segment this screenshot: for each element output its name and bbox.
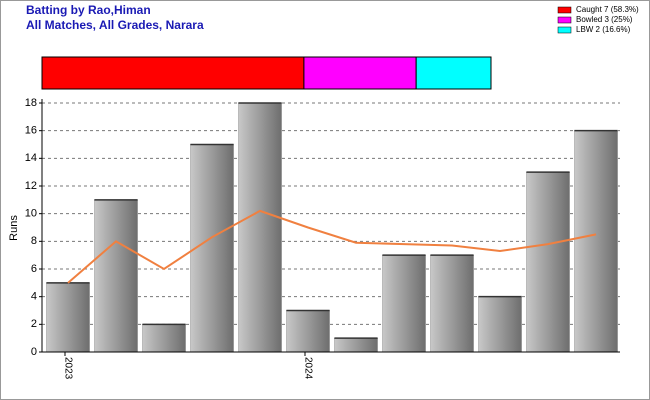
y-axis-label: Runs: [8, 215, 20, 241]
bar: [526, 171, 570, 353]
bar: [478, 296, 522, 353]
y-tick-label: 8: [31, 235, 37, 247]
legend-swatch: [557, 6, 572, 14]
chart-title: Batting by Rao,Himan: [26, 3, 151, 17]
stack-segment: [303, 56, 417, 90]
legend-swatch: [557, 26, 572, 34]
bar: [334, 337, 378, 353]
y-tick-label: 2: [31, 318, 37, 330]
y-tick-label: 18: [25, 97, 37, 109]
legend-swatch: [557, 16, 572, 24]
x-tick-label: 2024: [302, 357, 313, 380]
chart-subtitle: All Matches, All Grades, Narara: [26, 18, 204, 32]
y-tick-label: 4: [31, 291, 37, 303]
x-tick-label: 2023: [62, 357, 73, 380]
y-tick-label: 6: [31, 263, 37, 275]
y-tick-label: 10: [25, 208, 37, 220]
y-tick-label: 16: [25, 125, 37, 137]
stack-segment: [41, 56, 305, 90]
bar: [238, 102, 282, 353]
bar: [94, 199, 138, 353]
bar: [142, 324, 186, 353]
legend-label: Bowled 3 (25%): [576, 15, 633, 24]
legend-label: Caught 7 (58.3%): [576, 5, 639, 14]
bar: [46, 282, 90, 353]
bar: [574, 130, 618, 353]
bar: [430, 254, 474, 353]
y-tick-label: 14: [25, 152, 37, 164]
bar: [382, 254, 426, 353]
stack-segment: [415, 56, 492, 90]
legend-label: LBW 2 (16.6%): [576, 25, 631, 34]
bar: [286, 310, 330, 353]
y-tick-label: 12: [25, 180, 37, 192]
average-line: [67, 209, 597, 284]
y-tick-label: 0: [31, 346, 37, 358]
